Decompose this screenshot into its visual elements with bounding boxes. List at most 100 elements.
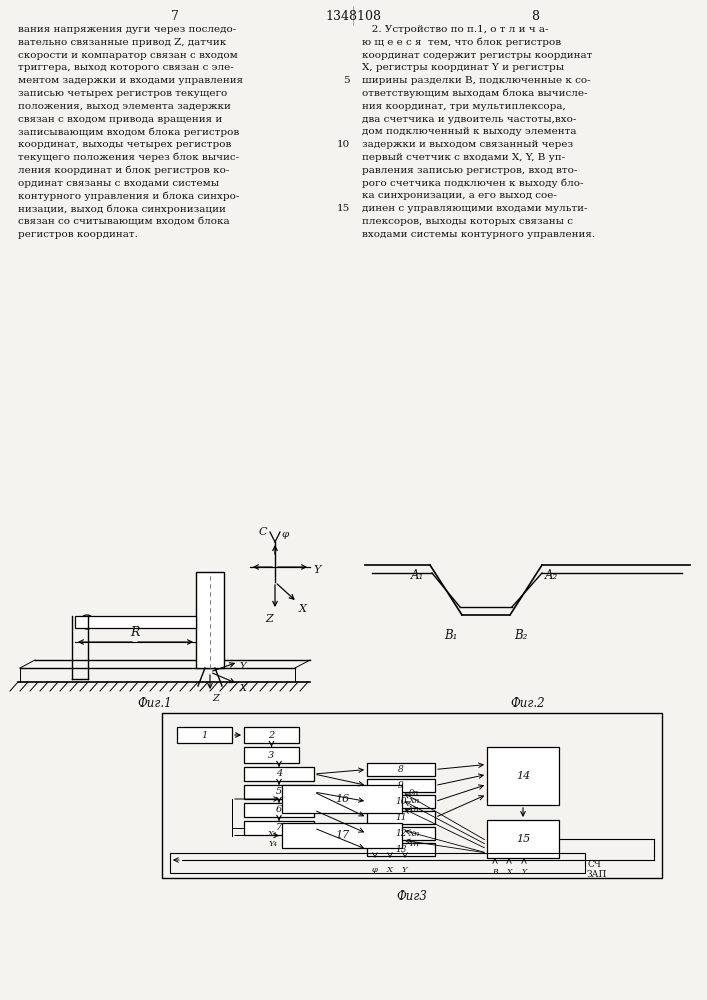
Text: B₁: B₁ bbox=[445, 629, 458, 642]
Bar bbox=[244, 747, 299, 763]
Text: записывающим входом блока регистров: записывающим входом блока регистров bbox=[18, 127, 239, 137]
Bar bbox=[75, 616, 196, 628]
Bar bbox=[196, 572, 224, 668]
Text: 9: 9 bbox=[398, 781, 404, 790]
Bar bbox=[367, 843, 435, 856]
Text: 7: 7 bbox=[171, 10, 179, 23]
Text: низации, выход блока синхронизации: низации, выход блока синхронизации bbox=[18, 204, 226, 214]
Bar bbox=[282, 823, 402, 848]
Text: Xп: Xп bbox=[409, 830, 421, 838]
Text: связан с входом привода вращения и: связан с входом привода вращения и bbox=[18, 115, 222, 124]
Text: вания напряжения дуги через последо-: вания напряжения дуги через последо- bbox=[18, 25, 236, 34]
Bar bbox=[367, 763, 435, 776]
Text: Y: Y bbox=[402, 866, 407, 874]
Bar bbox=[244, 785, 314, 799]
Text: A₂: A₂ bbox=[545, 569, 559, 582]
Text: Y: Y bbox=[240, 662, 247, 671]
Text: R: R bbox=[130, 626, 140, 639]
Text: 2. Устройство по п.1, о т л и ч а-: 2. Устройство по п.1, о т л и ч а- bbox=[362, 25, 549, 34]
Text: 8: 8 bbox=[531, 10, 539, 23]
Text: 5: 5 bbox=[344, 76, 350, 85]
Text: A₁: A₁ bbox=[411, 569, 424, 582]
Text: X: X bbox=[387, 866, 393, 874]
Bar bbox=[487, 747, 559, 805]
Text: Фиг.1: Фиг.1 bbox=[138, 697, 173, 710]
Text: рого счетчика подключен к выходу бло-: рого счетчика подключен к выходу бло- bbox=[362, 179, 583, 188]
Bar bbox=[244, 803, 314, 817]
Text: θп: θп bbox=[409, 789, 419, 797]
Text: триггера, выход которого связан с эле-: триггера, выход которого связан с эле- bbox=[18, 63, 234, 72]
Bar bbox=[367, 811, 435, 824]
Text: СЧ: СЧ bbox=[587, 860, 601, 869]
Text: Фиг.2: Фиг.2 bbox=[510, 697, 545, 710]
Text: два счетчика и удвоитель частоты,вхо-: два счетчика и удвоитель частоты,вхо- bbox=[362, 115, 576, 124]
Text: координат, выходы четырех регистров: координат, выходы четырех регистров bbox=[18, 140, 231, 149]
Text: ординат связаны с входами системы: ординат связаны с входами системы bbox=[18, 179, 219, 188]
Text: X: X bbox=[507, 868, 513, 876]
Text: B: B bbox=[492, 868, 498, 876]
Bar bbox=[244, 767, 314, 781]
Text: первый счетчик с входами X, Y, B уп-: первый счетчик с входами X, Y, B уп- bbox=[362, 153, 565, 162]
Text: ответствующим выходам блока вычисле-: ответствующим выходам блока вычисле- bbox=[362, 89, 588, 99]
Text: равления записью регистров, вход вто-: равления записью регистров, вход вто- bbox=[362, 166, 578, 175]
Text: X: X bbox=[299, 604, 307, 614]
Text: 6: 6 bbox=[276, 806, 282, 814]
Text: C: C bbox=[259, 527, 267, 537]
Text: ления координат и блок регистров ко-: ления координат и блок регистров ко- bbox=[18, 166, 229, 175]
Bar bbox=[487, 820, 559, 858]
Bar bbox=[162, 713, 662, 878]
Text: скорости и компаратор связан с входом: скорости и компаратор связан с входом bbox=[18, 51, 238, 60]
Text: 13: 13 bbox=[395, 845, 407, 854]
Text: записью четырех регистров текущего: записью четырех регистров текущего bbox=[18, 89, 227, 98]
Text: Фиг3: Фиг3 bbox=[397, 890, 428, 903]
Text: φ: φ bbox=[281, 530, 288, 539]
Text: ментом задержки и входами управления: ментом задержки и входами управления bbox=[18, 76, 243, 85]
Text: Z: Z bbox=[265, 614, 273, 624]
Text: регистров координат.: регистров координат. bbox=[18, 230, 138, 239]
Text: 16: 16 bbox=[335, 794, 349, 804]
Text: 12: 12 bbox=[395, 829, 407, 838]
Text: 10: 10 bbox=[337, 140, 350, 149]
Bar bbox=[170, 853, 585, 873]
Text: ния координат, три мультиплексора,: ния координат, три мультиплексора, bbox=[362, 102, 566, 111]
Text: 1: 1 bbox=[201, 730, 208, 740]
Text: 1348108: 1348108 bbox=[325, 10, 381, 23]
Text: 4: 4 bbox=[276, 770, 282, 778]
Text: ю щ е е с я  тем, что блок регистров: ю щ е е с я тем, что блок регистров bbox=[362, 38, 561, 47]
Text: Z: Z bbox=[212, 694, 218, 703]
Bar bbox=[367, 827, 435, 840]
Text: X: X bbox=[240, 684, 247, 693]
Text: 8: 8 bbox=[398, 765, 404, 774]
Text: Y₄: Y₄ bbox=[268, 840, 277, 848]
Bar bbox=[177, 727, 232, 743]
Text: плексоров, выходы которых связаны с: плексоров, выходы которых связаны с bbox=[362, 217, 573, 226]
Text: входами системы контурного управления.: входами системы контурного управления. bbox=[362, 230, 595, 239]
Text: 3: 3 bbox=[269, 750, 274, 760]
Text: Xп: Xп bbox=[409, 797, 421, 805]
Bar bbox=[244, 727, 299, 743]
Bar bbox=[244, 821, 314, 835]
Text: Y: Y bbox=[313, 565, 320, 575]
Text: 15: 15 bbox=[516, 834, 530, 844]
Text: X, регистры координат Y и регистры: X, регистры координат Y и регистры bbox=[362, 63, 564, 72]
Text: 14: 14 bbox=[516, 771, 530, 781]
Text: Y: Y bbox=[522, 868, 527, 876]
Text: 17: 17 bbox=[335, 830, 349, 840]
Text: текущего положения через блок вычис-: текущего положения через блок вычис- bbox=[18, 153, 239, 162]
Text: B₂: B₂ bbox=[514, 629, 527, 642]
Text: динен с управляющими входами мульти-: динен с управляющими входами мульти- bbox=[362, 204, 588, 213]
Text: ширины разделки B, подключенные к со-: ширины разделки B, подключенные к со- bbox=[362, 76, 590, 85]
Bar bbox=[367, 779, 435, 792]
Text: 10: 10 bbox=[395, 797, 407, 806]
Text: 2: 2 bbox=[269, 730, 274, 740]
Text: 15: 15 bbox=[337, 204, 350, 213]
Bar bbox=[367, 795, 435, 808]
Text: вательно связанные привод Z, датчик: вательно связанные привод Z, датчик bbox=[18, 38, 226, 47]
Text: ЗАП: ЗАП bbox=[587, 870, 607, 879]
Text: 7: 7 bbox=[276, 824, 282, 832]
Text: 5: 5 bbox=[276, 788, 282, 796]
Text: Yп: Yп bbox=[409, 840, 420, 848]
Text: Yп: Yп bbox=[409, 805, 420, 813]
Text: дом подключенный к выходу элемента: дом подключенный к выходу элемента bbox=[362, 127, 576, 136]
Text: 11: 11 bbox=[395, 813, 407, 822]
